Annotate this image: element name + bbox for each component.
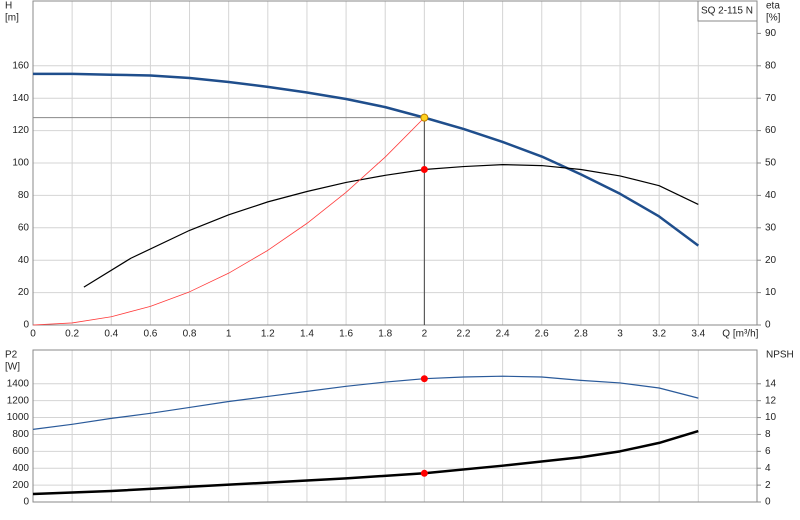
chart-title: SQ 2-115 N — [701, 6, 753, 17]
x-tick-label: 0.4 — [104, 329, 118, 340]
x-tick-label: 2.4 — [496, 329, 510, 340]
y-tick-label: 80 — [18, 190, 30, 201]
y2-tick-label: 60 — [765, 125, 777, 136]
y-tick-label: 60 — [18, 222, 30, 233]
series-line — [32, 117, 425, 326]
y2-tick-label: 90 — [765, 28, 777, 39]
y2-tick-label: 70 — [765, 93, 777, 104]
y-tick-label: 200 — [12, 480, 29, 491]
y2-tick-label: 2 — [765, 480, 771, 491]
x-tick-label: 2.8 — [574, 329, 588, 340]
y-tick-label: 1000 — [7, 412, 30, 423]
series-line — [83, 164, 699, 288]
y-axis-label: P2 — [5, 350, 18, 361]
y2-tick-label: 8 — [765, 429, 771, 440]
plot-frame — [32, 349, 758, 503]
y2-tick-label: 80 — [765, 60, 777, 71]
y2-tick-label: 20 — [765, 255, 777, 266]
x-tick-label: 0 — [30, 329, 36, 340]
y-axis-unit: [m] — [5, 13, 19, 24]
operating-point — [420, 165, 428, 173]
x-tick-label: 1.8 — [378, 329, 392, 340]
y2-tick-label: 10 — [765, 287, 777, 298]
y2-tick-label: 12 — [765, 395, 777, 406]
y-tick-label: 0 — [23, 497, 29, 508]
y-tick-label: 20 — [18, 287, 30, 298]
series-line — [33, 72, 700, 247]
x-tick-label: 3 — [617, 329, 623, 340]
y-tick-label: 600 — [12, 446, 29, 457]
operating-point — [420, 469, 428, 477]
y2-tick-label: 50 — [765, 158, 777, 169]
y-tick-label: 1400 — [7, 378, 30, 389]
x-tick-label: 1 — [226, 329, 232, 340]
y2-tick-label: 6 — [765, 446, 771, 457]
x-tick-label: 2.6 — [535, 329, 549, 340]
x-tick-label: 1.2 — [261, 329, 275, 340]
title-box — [697, 0, 758, 22]
y2-tick-label: 10 — [765, 412, 777, 423]
plot-frame — [32, 0, 758, 326]
y-tick-label: 1200 — [7, 395, 30, 406]
y2-axis-label: NPSH — [766, 350, 794, 361]
operating-point — [420, 375, 428, 383]
y-tick-label: 0 — [23, 320, 29, 331]
x-tick-label: 0.2 — [65, 329, 79, 340]
y-axis-unit: [W] — [5, 362, 20, 373]
series-line — [32, 429, 699, 496]
y-axis-label: H — [5, 1, 12, 12]
y-tick-label: 160 — [12, 60, 29, 71]
x-tick-label: 0.8 — [183, 329, 197, 340]
x-tick-label: 0.6 — [143, 329, 157, 340]
y-tick-label: 100 — [12, 158, 29, 169]
x-tick-label: 1.4 — [300, 329, 314, 340]
y2-tick-label: 4 — [765, 463, 771, 474]
x-tick-label: 1.6 — [339, 329, 353, 340]
y-tick-label: 40 — [18, 255, 30, 266]
x-tick-label: 3.2 — [652, 329, 666, 340]
x-tick-label: 3.4 — [691, 329, 705, 340]
y-tick-label: 400 — [12, 463, 29, 474]
operating-point — [420, 113, 429, 122]
y-tick-label: 140 — [12, 93, 29, 104]
series-line — [32, 375, 699, 430]
y2-axis-label: eta — [766, 1, 780, 12]
y2-tick-label: 14 — [765, 378, 777, 389]
x-tick-label: 2.2 — [457, 329, 471, 340]
y-tick-label: 120 — [12, 125, 29, 136]
x-tick-label: 2 — [422, 329, 428, 340]
y2-axis-unit: [%] — [766, 13, 781, 24]
y2-tick-label: 40 — [765, 190, 777, 201]
y2-tick-label: 30 — [765, 222, 777, 233]
x-axis-label: Q [m³/h] — [722, 329, 758, 340]
y2-tick-label: 0 — [765, 497, 771, 508]
y-tick-label: 800 — [12, 429, 29, 440]
y2-tick-label: 0 — [765, 320, 771, 331]
